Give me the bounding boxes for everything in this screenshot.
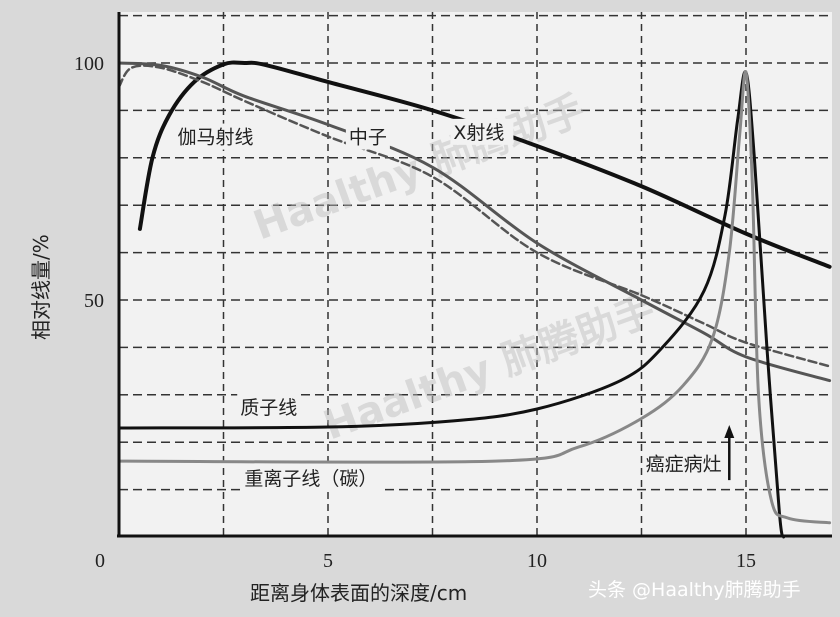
ticks: 0 5 10 15 50 100 [74, 53, 756, 572]
x-tick-label: 5 [323, 550, 333, 572]
annotation-label: 重离子线（碳） [244, 468, 377, 490]
annotation-background [345, 123, 390, 150]
annotation-label: 伽马射线 [178, 127, 254, 149]
annotation-background [241, 464, 381, 491]
series-group [117, 60, 832, 539]
series-line-0 [137, 60, 832, 269]
x-tick-label: 10 [527, 550, 547, 572]
annotation-background [450, 118, 514, 145]
series-line-4 [117, 70, 832, 525]
annotation-background [174, 123, 257, 150]
series-line-2 [117, 64, 831, 368]
series-line-3 [117, 70, 786, 539]
y-tick-label: 100 [74, 53, 104, 75]
series-line-1 [117, 61, 832, 383]
grid [119, 12, 832, 537]
annotation-background [237, 393, 301, 420]
x-tick-label: 15 [736, 550, 756, 572]
annotation-label: 质子线 [240, 397, 297, 419]
y-axis-label: 相对线量/% [29, 234, 53, 340]
credit-watermark: 头条 @Haalthy肺腾助手 [588, 579, 801, 601]
annotation-label: X射线 [453, 122, 504, 144]
x-tick-label: 0 [95, 550, 105, 572]
x-axis-label: 距离身体表面的深度/cm [250, 581, 467, 605]
annotation-background [642, 450, 725, 477]
annotation-label: 癌症病灶 [646, 454, 722, 476]
y-tick-label: 50 [84, 290, 104, 312]
arrow-head-icon [724, 424, 735, 438]
annotation-label: 中子 [349, 127, 387, 149]
